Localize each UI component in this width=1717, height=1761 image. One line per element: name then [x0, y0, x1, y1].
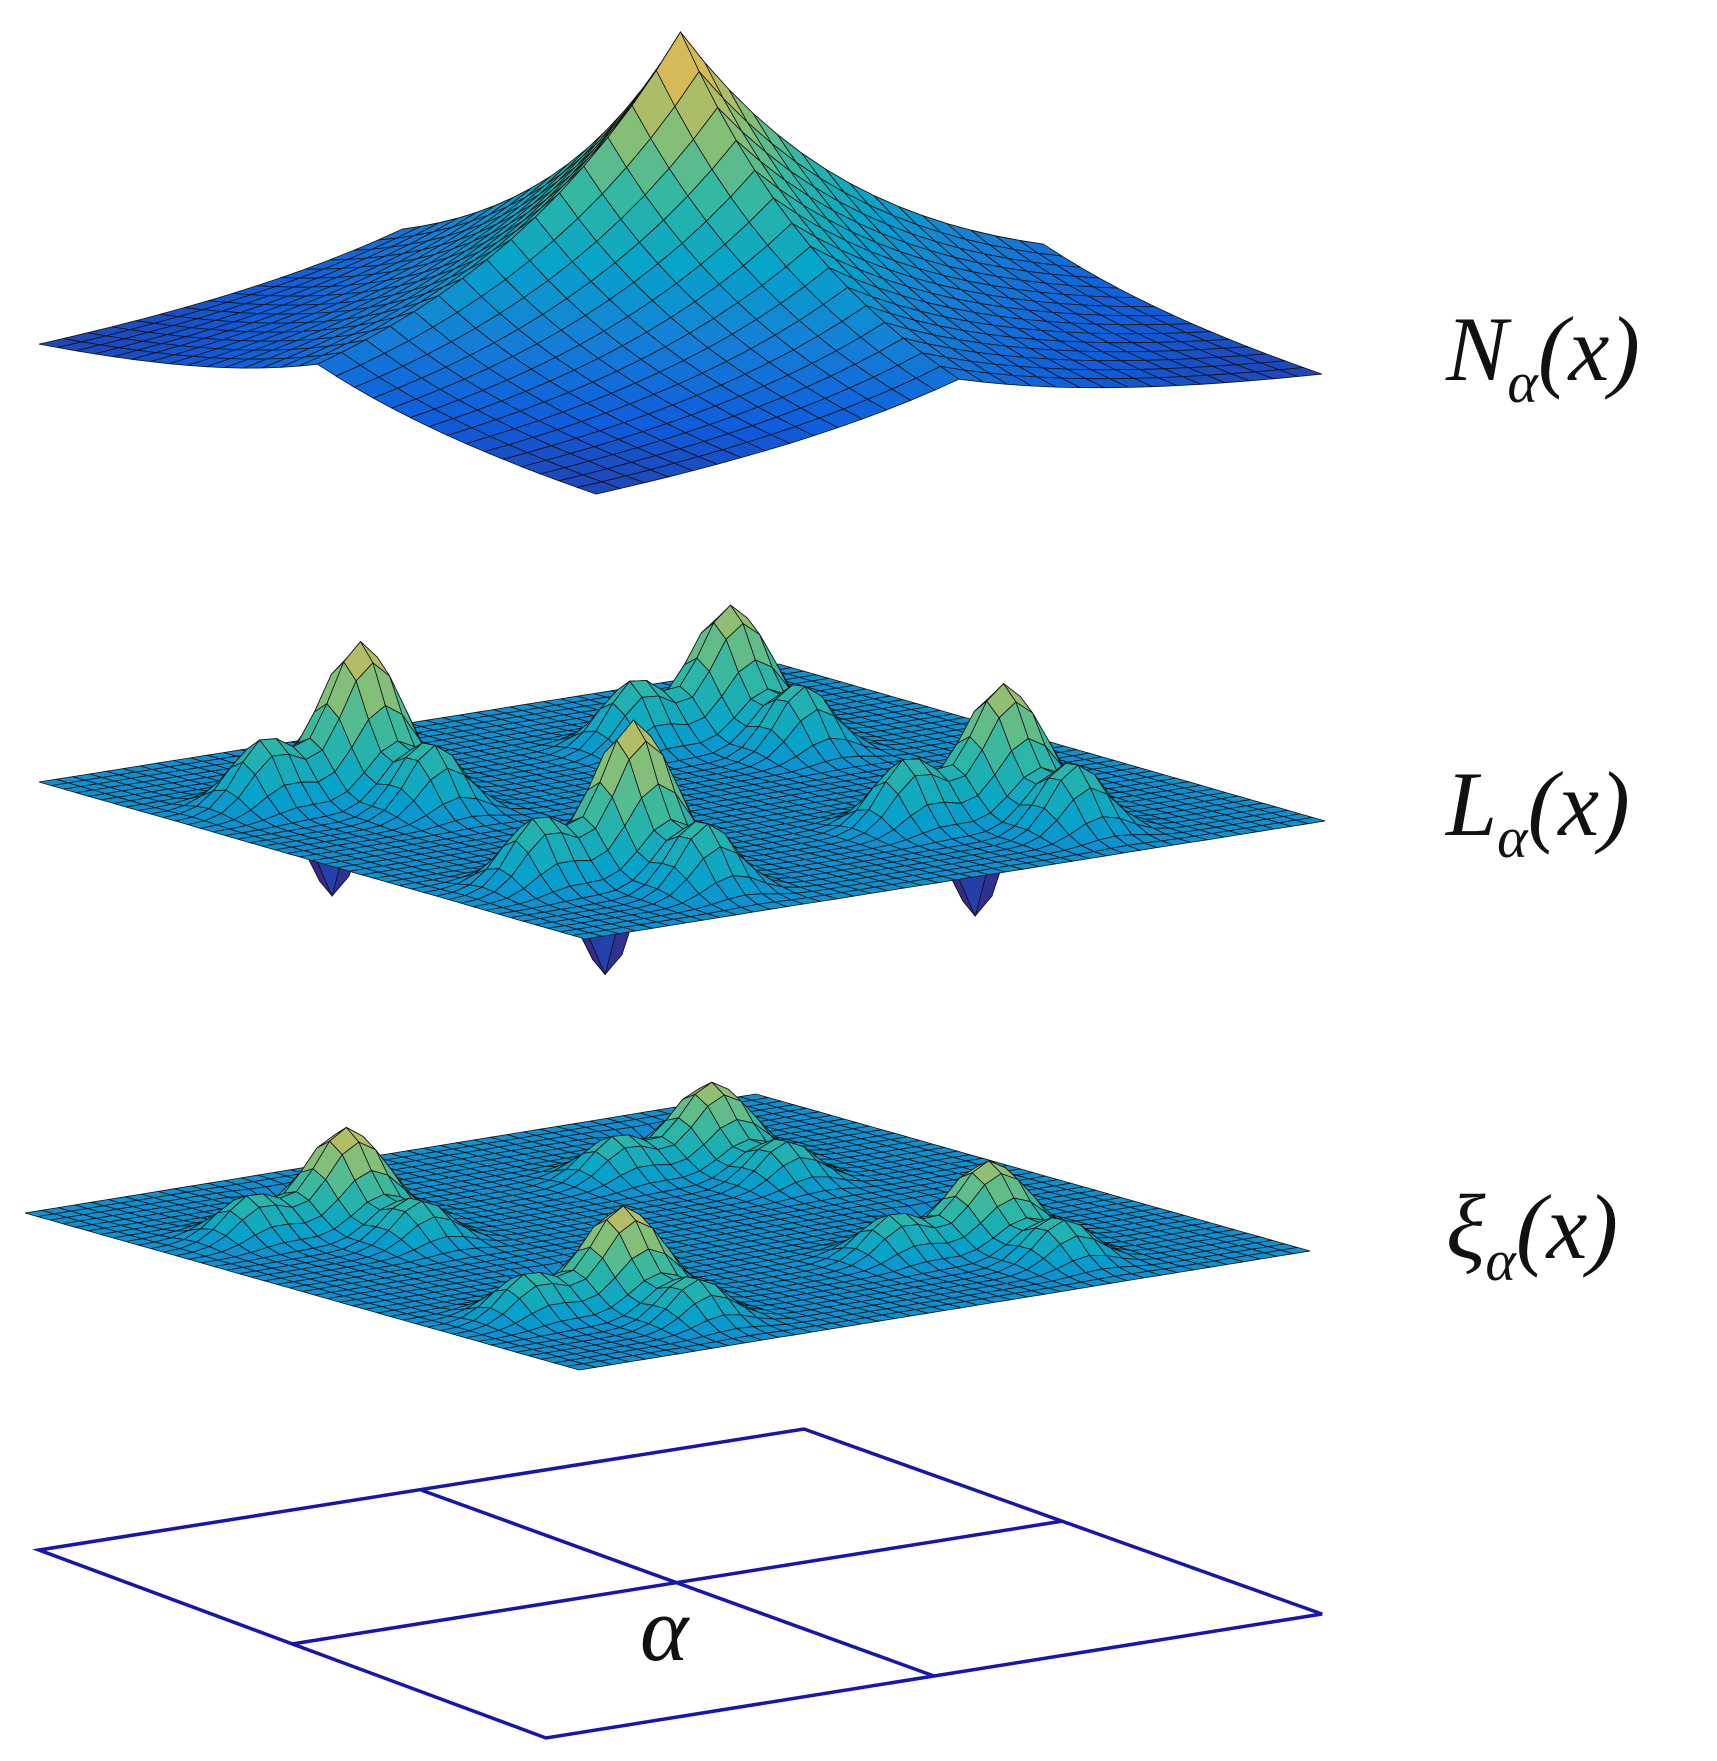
argument: (x)	[1538, 298, 1640, 400]
argument: (x)	[1528, 753, 1630, 855]
subscript: α	[1497, 805, 1529, 870]
argument: (x)	[1516, 1176, 1618, 1278]
symbol: ξ	[1446, 1176, 1486, 1278]
function-label: Lα(x)	[1444, 753, 1630, 870]
symbol: L	[1444, 753, 1497, 855]
subscript: α	[1485, 1228, 1517, 1293]
grid-label: α	[640, 1578, 690, 1680]
surfaces	[24, 31, 1326, 1371]
subscript: α	[1507, 350, 1539, 415]
function-label: ξα(x)	[1446, 1176, 1618, 1293]
symbol: N	[1445, 298, 1512, 400]
function-label: Nα(x)	[1445, 298, 1640, 415]
surface-patch	[575, 481, 622, 495]
